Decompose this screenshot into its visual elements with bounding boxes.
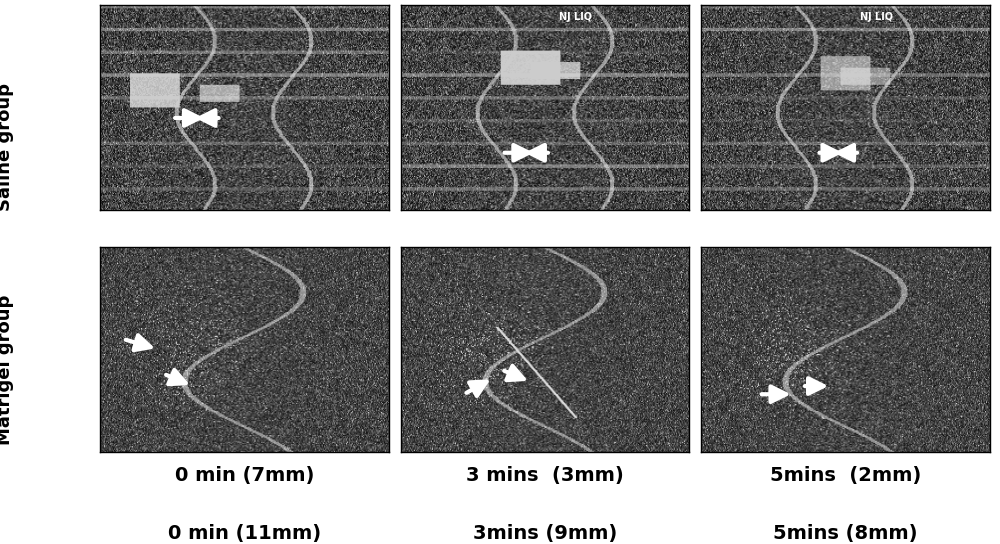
Text: 5mins (8mm): 5mins (8mm)	[773, 524, 918, 542]
Text: NJ LIQ: NJ LIQ	[559, 11, 592, 22]
Text: 3 mins  (3mm): 3 mins (3mm)	[466, 467, 624, 485]
Text: 3mins (9mm): 3mins (9mm)	[473, 524, 617, 542]
Text: 0 min (11mm): 0 min (11mm)	[168, 524, 321, 542]
Text: NJ LIQ: NJ LIQ	[860, 11, 893, 22]
Text: Saline group: Saline group	[0, 83, 14, 211]
Text: 0 min (7mm): 0 min (7mm)	[175, 467, 314, 485]
Text: 5mins  (2mm): 5mins (2mm)	[770, 467, 921, 485]
Text: Matrigel group: Matrigel group	[0, 295, 14, 445]
